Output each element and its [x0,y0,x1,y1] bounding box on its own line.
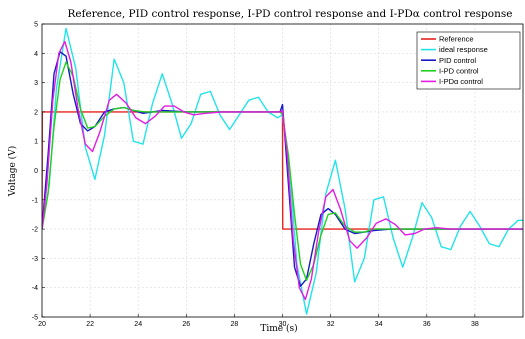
legend-entry: Reference [439,35,474,44]
y-axis-label: Voltage (V) [7,146,18,197]
x-tick-label: 24 [134,321,142,328]
x-tick-label: 20 [38,321,46,328]
chart-title: Reference, PID control response, I-PD co… [68,8,513,20]
legend-entry: I-PDα control [439,77,483,86]
x-axis-label: Time (s) [260,323,297,334]
y-tick-label: 2 [34,109,38,116]
x-tick-label: 22 [86,321,94,328]
x-tick-label: 30 [279,321,287,328]
x-tick-label: 32 [327,321,335,328]
y-tick-label: -1 [32,197,38,204]
x-tick-label: 28 [231,321,239,328]
series-line-i-pd-control [42,40,523,301]
y-tick-label: -4 [32,285,38,292]
x-tick-label: 34 [375,321,383,328]
y-tick-label: 3 [34,80,38,87]
y-tick-label: 1 [34,139,38,146]
x-tick-label: 26 [182,321,190,328]
legend-entry: I-PD control [439,66,479,75]
y-tick-label: -3 [32,256,38,263]
x-tick-label: 36 [423,321,431,328]
y-tick-label: -5 [32,315,38,322]
y-tick-label: 5 [34,22,38,29]
y-tick-label: 0 [34,168,38,175]
y-tick-label: 4 [34,51,38,58]
x-tick-label: 38 [471,321,479,328]
legend-entry: ideal response [439,45,488,54]
y-tick-label: -2 [32,227,38,234]
legend-entry: PID control [439,56,476,65]
